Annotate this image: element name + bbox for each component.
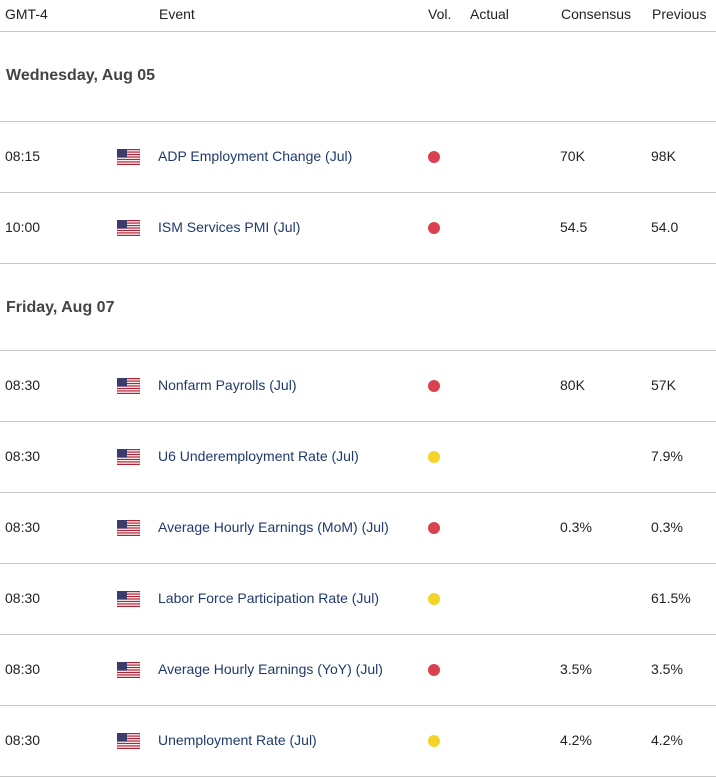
consensus-value: 4.2%: [560, 732, 592, 748]
previous-value: 57K: [651, 377, 676, 393]
event-time: 08:30: [5, 590, 41, 606]
previous-header: Previous: [652, 6, 707, 22]
volatility-dot-icon: [428, 593, 440, 605]
table-row[interactable]: 10:00 ISM Services PMI (Jul) 54.5 54.0: [0, 193, 716, 264]
consensus-value: 54.5: [560, 219, 588, 235]
event-time: 08:15: [5, 148, 41, 164]
previous-value: 3.5%: [651, 661, 683, 677]
event-time: 08:30: [5, 732, 41, 748]
volatility-dot-icon: [428, 151, 440, 163]
previous-value: 54.0: [651, 219, 679, 235]
consensus-value: 70K: [560, 148, 585, 164]
volatility-dot-icon: [428, 735, 440, 747]
table-row[interactable]: 08:30 Nonfarm Payrolls (Jul) 80K 57K: [0, 351, 716, 422]
consensus-header: Consensus: [561, 6, 632, 22]
event-name-link[interactable]: ISM Services PMI (Jul): [158, 219, 301, 235]
us-flag-icon: [117, 220, 140, 236]
event-time: 08:30: [5, 377, 41, 393]
us-flag-icon: [117, 149, 140, 165]
volatility-dot-icon: [428, 451, 440, 463]
us-flag-icon: [117, 520, 140, 536]
us-flag-icon: [117, 662, 140, 678]
us-flag-icon: [117, 449, 140, 465]
event-name-link[interactable]: Unemployment Rate (Jul): [158, 732, 317, 748]
us-flag-icon: [117, 591, 140, 607]
day-header: Wednesday, Aug 05: [0, 32, 716, 122]
volatility-dot-icon: [428, 222, 440, 234]
table-row[interactable]: 08:30 Labor Force Participation Rate (Jul…: [0, 564, 716, 635]
volatility-dot-icon: [428, 380, 440, 392]
event-name-link[interactable]: U6 Underemployment Rate (Jul): [158, 448, 359, 464]
volatility-dot-icon: [428, 664, 440, 676]
consensus-value: 3.5%: [560, 661, 592, 677]
previous-value: 0.3%: [651, 519, 683, 535]
volatility-header: Vol.: [428, 6, 452, 22]
event-time: 08:30: [5, 519, 41, 535]
previous-value: 7.9%: [651, 448, 683, 464]
event-name-link[interactable]: Nonfarm Payrolls (Jul): [158, 377, 297, 393]
event-time: 10:00: [5, 219, 41, 235]
table-row[interactable]: 08:30 Average Hourly Earnings (YoY) (Jul)…: [0, 635, 716, 706]
consensus-value: 80K: [560, 377, 585, 393]
event-name-link[interactable]: ADP Employment Change (Jul): [158, 148, 353, 164]
us-flag-icon: [117, 733, 140, 749]
previous-value: 4.2%: [651, 732, 683, 748]
us-flag-icon: [117, 378, 140, 394]
event-header: Event: [159, 6, 195, 22]
event-name-link[interactable]: Average Hourly Earnings (YoY) (Jul): [158, 661, 383, 677]
event-time: 08:30: [5, 448, 41, 464]
event-name-link[interactable]: Average Hourly Earnings (MoM) (Jul): [158, 519, 389, 535]
volatility-dot-icon: [428, 522, 440, 534]
table-row[interactable]: 08:30 Average Hourly Earnings (MoM) (Jul)…: [0, 493, 716, 564]
table-row[interactable]: 08:30 Unemployment Rate (Jul) 4.2% 4.2%: [0, 706, 716, 777]
actual-header: Actual: [470, 6, 509, 22]
event-time: 08:30: [5, 661, 41, 677]
previous-value: 98K: [651, 148, 676, 164]
table-row[interactable]: 08:30 U6 Underemployment Rate (Jul) 7.9%: [0, 422, 716, 493]
consensus-value: 0.3%: [560, 519, 592, 535]
previous-value: 61.5%: [651, 590, 691, 606]
event-name-link[interactable]: Labor Force Participation Rate (Jul): [158, 590, 379, 606]
table-header: GMT-4 Event Vol. Actual Consensus Previo…: [0, 0, 716, 32]
day-label: Friday, Aug 07: [6, 299, 115, 316]
timezone-header[interactable]: GMT-4: [5, 6, 48, 22]
day-header: Friday, Aug 07: [0, 264, 716, 351]
day-label: Wednesday, Aug 05: [6, 67, 156, 84]
table-row[interactable]: 08:15 ADP Employment Change (Jul) 70K 98K: [0, 122, 716, 193]
